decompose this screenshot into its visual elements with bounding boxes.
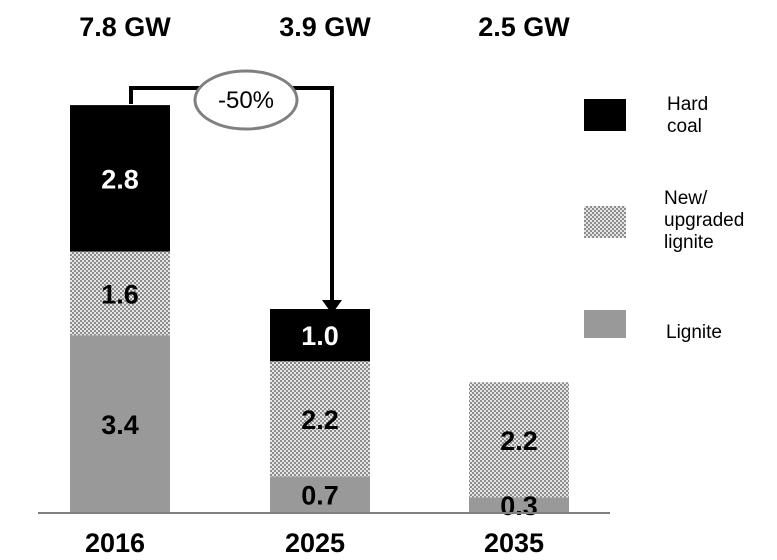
bar-hard-coal-2025 <box>270 309 370 362</box>
category-label-2016: 2016 <box>85 528 145 558</box>
legend-hard-coal-line-2: coal <box>667 116 702 137</box>
value-label-lignite-2025: 0.7 <box>301 481 339 511</box>
total-label-2035: 2.5 GW <box>478 12 570 42</box>
bar-lignite-2035 <box>469 497 569 513</box>
legend-swatch-new-lignite <box>584 206 626 238</box>
reduction-label: -50% <box>218 87 274 114</box>
legend-new-lignite-line-2: upgraded <box>664 210 745 231</box>
legend-new-lignite-line-3: lignite <box>664 232 714 253</box>
legend-label-new-lignite: New/ upgraded lignite <box>664 188 744 254</box>
legend-label-lignite: Lignite <box>666 322 722 344</box>
value-label-lignite-2016: 3.4 <box>101 410 139 440</box>
value-label-new-upgraded-lignite-2035: 2.2 <box>500 426 538 456</box>
reduction-annotation: -50% <box>129 69 342 314</box>
category-label-2035: 2035 <box>484 528 544 558</box>
bar-lignite-2025 <box>270 476 370 513</box>
legend-swatch-hard-coal <box>584 99 626 131</box>
total-label-2025: 3.9 GW <box>279 12 371 42</box>
value-label-new-upgraded-lignite-2025: 2.2 <box>301 405 339 435</box>
value-label-new-upgraded-lignite-2016: 1.6 <box>101 279 139 309</box>
bar-new-upgraded-lignite-2035 <box>469 382 569 498</box>
bar-lignite-2016 <box>70 335 170 513</box>
total-label-2016: 7.8 GW <box>79 12 171 42</box>
legend-swatch-lignite <box>584 310 626 338</box>
legend-label-hard-coal: Hard coal <box>667 94 708 138</box>
bar-new-upgraded-lignite-2025 <box>270 361 370 477</box>
legend <box>584 99 626 338</box>
reduction-ellipse <box>193 69 299 131</box>
legend-lignite-line-1: Lignite <box>666 322 722 343</box>
value-label-hard-coal-2016: 2.8 <box>101 164 139 194</box>
legend-new-lignite-line-1: New/ <box>664 188 708 209</box>
value-label-lignite-2035: 0.3 <box>500 491 538 521</box>
category-label-2025: 2025 <box>285 528 345 558</box>
legend-hard-coal-line-1: Hard <box>667 94 709 115</box>
reduction-arrow-head <box>322 300 342 314</box>
bar-new-upgraded-lignite-2016 <box>70 251 170 336</box>
value-label-hard-coal-2025: 1.0 <box>301 321 339 351</box>
bar-hard-coal-2016 <box>70 105 170 252</box>
